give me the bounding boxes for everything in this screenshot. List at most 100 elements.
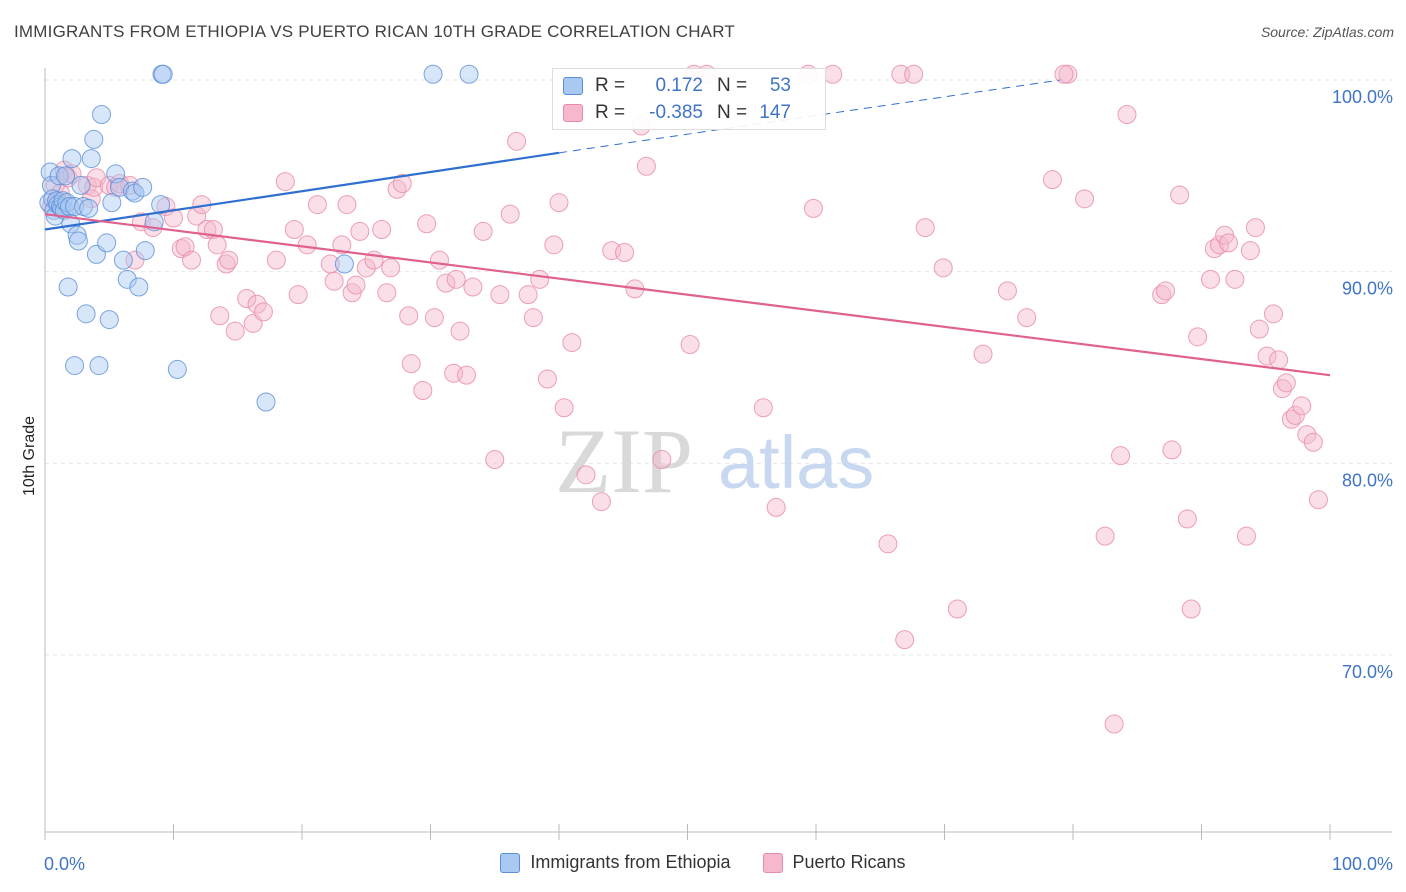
data-point-puerto-ricans[interactable] xyxy=(1292,396,1312,416)
data-point-puerto-ricans[interactable] xyxy=(337,195,357,215)
data-point-puerto-ricans[interactable] xyxy=(549,193,569,213)
data-point-ethiopia[interactable] xyxy=(153,64,173,84)
data-point-puerto-ricans[interactable] xyxy=(803,198,823,218)
data-point-puerto-ricans[interactable] xyxy=(1075,189,1095,209)
data-point-ethiopia[interactable] xyxy=(117,269,137,289)
data-point-puerto-ricans[interactable] xyxy=(615,243,635,262)
data-point-puerto-ricans[interactable] xyxy=(1249,319,1269,339)
data-point-puerto-ricans[interactable] xyxy=(904,64,924,84)
data-point-puerto-ricans[interactable] xyxy=(973,344,993,364)
data-point-puerto-ricans[interactable] xyxy=(1225,269,1245,289)
data-point-puerto-ricans[interactable] xyxy=(392,174,412,193)
data-point-ethiopia[interactable] xyxy=(99,310,119,330)
data-point-puerto-ricans[interactable] xyxy=(915,218,935,238)
data-point-puerto-ricans[interactable] xyxy=(1152,285,1172,305)
data-point-puerto-ricans[interactable] xyxy=(1200,269,1220,289)
data-point-puerto-ricans[interactable] xyxy=(1285,405,1305,425)
data-point-puerto-ricans[interactable] xyxy=(753,398,773,418)
data-point-ethiopia[interactable] xyxy=(334,254,354,274)
data-point-puerto-ricans[interactable] xyxy=(1276,373,1296,393)
data-point-puerto-ricans[interactable] xyxy=(680,335,700,354)
data-point-puerto-ricans[interactable] xyxy=(576,465,596,485)
data-point-ethiopia[interactable] xyxy=(68,231,88,251)
data-point-puerto-ricans[interactable] xyxy=(1236,526,1256,546)
data-point-ethiopia[interactable] xyxy=(151,195,171,215)
data-point-puerto-ricans[interactable] xyxy=(297,235,317,255)
data-point-puerto-ricans[interactable] xyxy=(181,250,201,270)
legend-item-puerto-ricans[interactable]: Puerto Ricans xyxy=(762,852,906,873)
data-point-puerto-ricans[interactable] xyxy=(1218,233,1238,253)
data-point-puerto-ricans[interactable] xyxy=(1240,241,1260,261)
data-point-puerto-ricans[interactable] xyxy=(473,221,493,241)
data-point-puerto-ricans[interactable] xyxy=(446,269,466,289)
data-point-puerto-ricans[interactable] xyxy=(591,492,611,512)
data-point-ethiopia[interactable] xyxy=(56,166,76,186)
data-point-puerto-ricans[interactable] xyxy=(1177,509,1197,529)
data-point-puerto-ricans[interactable] xyxy=(1297,425,1317,445)
data-point-puerto-ricans[interactable] xyxy=(823,64,843,84)
data-point-puerto-ricans[interactable] xyxy=(1117,105,1137,124)
data-point-puerto-ricans[interactable] xyxy=(1170,185,1190,205)
data-point-puerto-ricans[interactable] xyxy=(1104,714,1124,734)
data-point-ethiopia[interactable] xyxy=(59,197,79,216)
data-point-puerto-ricans[interactable] xyxy=(518,285,538,305)
data-point-puerto-ricans[interactable] xyxy=(1269,350,1289,370)
data-point-puerto-ricans[interactable] xyxy=(381,258,401,278)
data-point-ethiopia[interactable] xyxy=(79,198,99,218)
data-point-puerto-ricans[interactable] xyxy=(307,195,327,215)
data-point-ethiopia[interactable] xyxy=(125,183,145,203)
data-point-puerto-ricans[interactable] xyxy=(500,204,520,224)
data-point-ethiopia[interactable] xyxy=(459,64,479,84)
data-point-puerto-ricans[interactable] xyxy=(219,250,239,270)
data-point-ethiopia[interactable] xyxy=(113,250,133,270)
data-point-ethiopia[interactable] xyxy=(129,277,149,297)
data-point-puerto-ricans[interactable] xyxy=(237,289,257,308)
data-point-puerto-ricans[interactable] xyxy=(284,220,304,239)
data-point-puerto-ricans[interactable] xyxy=(275,172,295,192)
data-point-puerto-ricans[interactable] xyxy=(947,599,967,619)
data-point-ethiopia[interactable] xyxy=(92,105,112,124)
data-point-puerto-ricans[interactable] xyxy=(401,354,421,374)
data-point-puerto-ricans[interactable] xyxy=(164,208,183,228)
data-point-puerto-ricans[interactable] xyxy=(530,269,550,289)
data-point-ethiopia[interactable] xyxy=(167,359,187,379)
data-point-puerto-ricans[interactable] xyxy=(562,333,582,353)
data-point-puerto-ricans[interactable] xyxy=(125,250,145,270)
data-point-puerto-ricans[interactable] xyxy=(372,220,392,239)
data-point-puerto-ricans[interactable] xyxy=(1111,446,1131,466)
data-point-puerto-ricans[interactable] xyxy=(1272,379,1292,399)
data-point-ethiopia[interactable] xyxy=(122,181,142,201)
data-point-ethiopia[interactable] xyxy=(67,225,87,245)
data-point-ethiopia[interactable] xyxy=(89,356,109,376)
data-point-ethiopia[interactable] xyxy=(58,277,78,297)
data-point-puerto-ricans[interactable] xyxy=(636,156,656,176)
data-point-puerto-ricans[interactable] xyxy=(523,308,543,328)
data-point-puerto-ricans[interactable] xyxy=(1263,304,1283,324)
data-point-ethiopia[interactable] xyxy=(62,149,82,169)
data-point-puerto-ricans[interactable] xyxy=(413,381,433,400)
data-point-puerto-ricans[interactable] xyxy=(1281,409,1301,429)
data-point-puerto-ricans[interactable] xyxy=(266,250,286,270)
data-point-puerto-ricans[interactable] xyxy=(490,285,510,305)
data-point-puerto-ricans[interactable] xyxy=(1188,327,1208,347)
data-point-puerto-ricans[interactable] xyxy=(207,235,227,255)
data-point-puerto-ricans[interactable] xyxy=(1308,490,1328,510)
data-point-puerto-ricans[interactable] xyxy=(1257,346,1277,366)
data-point-puerto-ricans[interactable] xyxy=(895,630,915,650)
data-point-puerto-ricans[interactable] xyxy=(429,250,449,270)
data-point-ethiopia[interactable] xyxy=(97,233,117,253)
data-point-ethiopia[interactable] xyxy=(102,193,122,213)
data-point-puerto-ricans[interactable] xyxy=(417,214,437,234)
data-point-ethiopia[interactable] xyxy=(135,241,155,261)
data-point-puerto-ricans[interactable] xyxy=(324,271,344,291)
data-point-puerto-ricans[interactable] xyxy=(456,365,476,385)
data-point-puerto-ricans[interactable] xyxy=(450,321,470,341)
data-point-puerto-ricans[interactable] xyxy=(1042,170,1062,190)
data-point-ethiopia[interactable] xyxy=(65,356,85,376)
data-point-puerto-ricans[interactable] xyxy=(544,235,564,255)
data-point-puerto-ricans[interactable] xyxy=(436,273,456,293)
data-point-ethiopia[interactable] xyxy=(71,175,91,195)
data-point-puerto-ricans[interactable] xyxy=(1017,308,1037,328)
data-point-puerto-ricans[interactable] xyxy=(933,258,953,278)
data-point-puerto-ricans[interactable] xyxy=(652,450,672,469)
